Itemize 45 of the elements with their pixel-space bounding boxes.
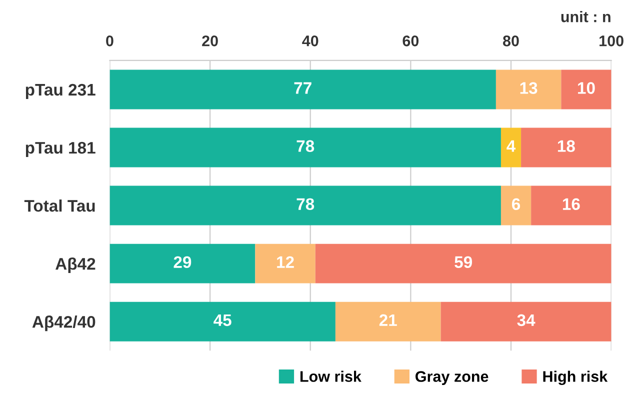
bar <box>440 302 612 342</box>
bar <box>315 244 612 284</box>
data-label: 78 <box>296 198 314 210</box>
data-label: 4 <box>506 140 516 152</box>
x-tick-label: 0 <box>106 36 114 46</box>
legend-label: High risk <box>543 370 608 386</box>
bar <box>110 70 496 110</box>
data-label: 21 <box>379 314 397 326</box>
data-label: 78 <box>296 140 314 152</box>
y-tick-label: Aβ42/40 <box>32 316 96 332</box>
bar <box>110 302 336 342</box>
y-tick-label: Total Tau <box>24 199 95 212</box>
data-label: 6 <box>512 198 520 210</box>
bar <box>110 244 256 284</box>
data-label: 77 <box>294 82 312 94</box>
y-tick-label: pTau 181 <box>26 142 96 157</box>
bar <box>500 186 532 226</box>
x-tick-label: 20 <box>202 36 218 46</box>
data-label: 13 <box>520 82 538 94</box>
data-label: 10 <box>578 82 595 94</box>
data-label: 12 <box>277 256 294 268</box>
data-label: 45 <box>214 314 232 326</box>
x-tick-label: 100 <box>600 36 624 46</box>
bar <box>110 128 501 168</box>
bar <box>521 128 612 168</box>
data-label: 16 <box>562 198 580 210</box>
data-label: 59 <box>454 256 472 268</box>
x-tick-label: 60 <box>402 36 419 46</box>
bar <box>496 70 562 110</box>
text: unit : n <box>561 11 610 22</box>
y-tick-label: pTau 231 <box>26 84 96 99</box>
data-label: 18 <box>558 140 575 152</box>
legend-label: Gray zone <box>416 371 488 385</box>
bar <box>335 302 441 342</box>
data-label: 34 <box>517 314 536 326</box>
bar <box>110 186 501 226</box>
bar <box>561 70 612 110</box>
x-tick-label: 40 <box>302 36 318 46</box>
legend-label: Low risk <box>300 370 362 382</box>
x-tick-label: 80 <box>502 36 519 46</box>
bar <box>500 128 522 168</box>
y-tick-label: Aβ42 <box>56 258 96 274</box>
bar <box>531 186 612 226</box>
bar <box>255 244 316 284</box>
data-label: 29 <box>174 256 192 268</box>
